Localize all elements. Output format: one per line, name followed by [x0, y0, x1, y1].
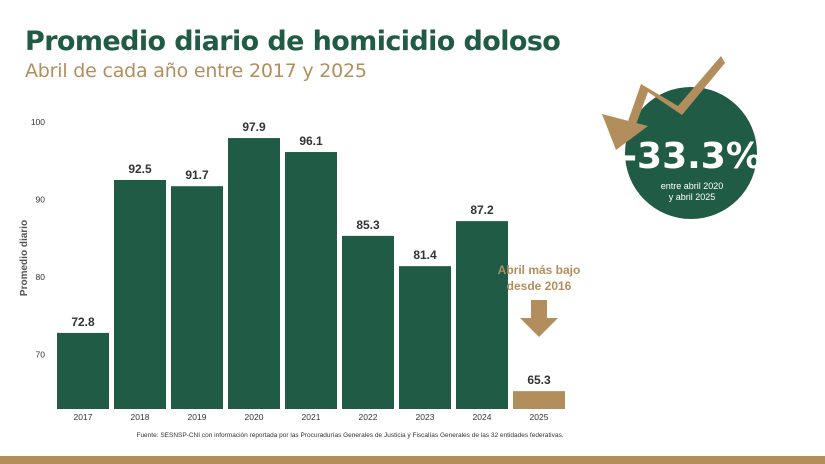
chart-subtitle: Abril de cada año entre 2017 y 2025	[25, 60, 367, 82]
x-tick-label: 2020	[245, 412, 264, 422]
bar	[342, 235, 394, 409]
source-note: Fuente: SESNSP-CNI con información repor…	[136, 432, 563, 439]
x-tick-label: 2022	[359, 412, 378, 422]
y-tick-label: 90	[36, 194, 46, 204]
y-tick-label: 80	[36, 272, 46, 282]
x-tick-label: 2023	[416, 412, 435, 422]
y-tick-label: 100	[31, 117, 45, 127]
footer-bar	[0, 456, 825, 464]
callout-line2: desde 2016	[507, 279, 572, 293]
badge-value: -33.3%	[622, 136, 762, 177]
x-tick-label: 2025	[530, 412, 549, 422]
data-label: 85.3	[356, 218, 380, 232]
change-badge: -33.3% entre abril 2020 y abril 2025	[602, 56, 762, 219]
data-label: 72.8	[71, 315, 95, 329]
data-label: 87.2	[470, 203, 494, 217]
trend-down-arrow-icon	[626, 56, 725, 130]
bar	[285, 152, 337, 409]
callout-line1: Abril más bajo	[498, 263, 581, 277]
x-tick-label: 2024	[473, 412, 492, 422]
x-tick-label: 2019	[188, 412, 207, 422]
bar	[228, 138, 280, 409]
x-tick-label: 2021	[302, 412, 321, 422]
data-label: 96.1	[299, 134, 323, 148]
x-tick-label: 2017	[74, 412, 93, 422]
arrow-head	[602, 114, 648, 150]
down-arrow-icon	[520, 300, 558, 337]
bar	[513, 391, 565, 409]
callout: Abril más bajo desde 2016	[498, 263, 581, 337]
data-label: 81.4	[413, 248, 437, 262]
badge-caption-line2: y abril 2025	[669, 192, 716, 202]
bar	[399, 266, 451, 409]
bar	[456, 221, 508, 409]
bar	[57, 332, 109, 409]
x-tick-label: 2018	[131, 412, 150, 422]
badge-circle	[625, 87, 757, 219]
chart-title: Promedio diario de homicidio doloso	[25, 26, 561, 57]
data-label: 65.3	[527, 373, 551, 387]
badge-caption-line1: entre abril 2020	[661, 181, 724, 191]
data-label: 97.9	[242, 120, 266, 134]
data-label: 92.5	[128, 162, 152, 176]
bar	[114, 179, 166, 409]
y-axis-label: Promedio diario	[19, 220, 30, 296]
y-tick-label: 70	[36, 350, 46, 360]
bar	[171, 186, 223, 409]
data-label: 91.7	[185, 168, 209, 182]
